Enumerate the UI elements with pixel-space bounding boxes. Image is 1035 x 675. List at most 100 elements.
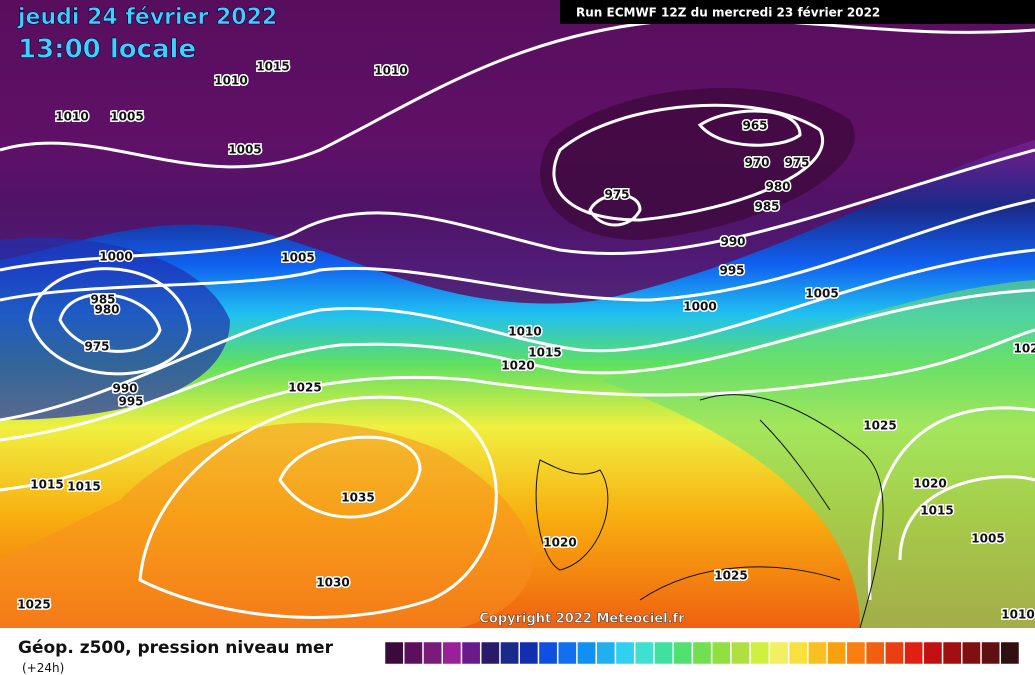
color-swatch (769, 642, 789, 665)
date-label: jeudi 24 février 2022 (17, 5, 277, 30)
coastlines (535, 394, 884, 628)
isobar-label: 1025 (17, 598, 50, 612)
isobar-label: 1035 (341, 491, 374, 505)
color-swatch (731, 642, 750, 665)
isobar (898, 475, 1035, 561)
weather-map: Run ECMWF 12Z du mercredi 23 février 202… (0, 0, 1035, 628)
isobar (0, 328, 1035, 492)
color-swatch (808, 642, 827, 665)
isobar-label: 1025 (288, 381, 321, 395)
color-swatch (827, 642, 847, 665)
color-swatch (1000, 642, 1020, 665)
isobar-label: 1025 (714, 569, 747, 583)
color-swatch (942, 642, 962, 665)
color-swatch (673, 642, 693, 665)
isobar-label: 1025 (863, 419, 896, 433)
orange-area (0, 422, 533, 628)
isobar-label: 985 (754, 200, 779, 214)
color-swatch (711, 642, 731, 665)
isobar-label: 1015 (528, 346, 561, 360)
isobar-label: 102 (1013, 342, 1035, 356)
isobar (0, 248, 1035, 422)
color-swatch (654, 642, 673, 665)
isobar (138, 395, 498, 619)
legend-title: Géop. z500, pression niveau mer (18, 638, 333, 658)
isobar-label: 1005 (805, 287, 838, 301)
color-swatch (865, 642, 885, 665)
color-swatch (904, 642, 924, 665)
isobar-label: 1010 (55, 110, 88, 124)
isobar-label: 1010 (214, 74, 247, 88)
color-swatch (538, 642, 558, 665)
isobar (278, 435, 422, 519)
isobar-label: 1015 (67, 480, 100, 494)
isobar-label: 995 (719, 264, 744, 278)
color-swatch (557, 642, 577, 665)
coastline (759, 419, 831, 511)
run-info: Run ECMWF 12Z du mercredi 23 février 202… (576, 6, 880, 20)
color-swatch (634, 642, 654, 665)
isobar (0, 288, 1035, 442)
isobar (697, 109, 802, 147)
copyright: Copyright 2022 Meteociel.fr (479, 612, 685, 627)
isobar-label: 1005 (971, 532, 1004, 546)
color-swatch (923, 642, 943, 665)
isobar-label: 970 (744, 156, 769, 170)
isobar (0, 198, 1035, 302)
color-swatch (480, 642, 500, 665)
isobar-label: 1030 (316, 576, 349, 590)
isobar-label: 975 (604, 188, 629, 202)
isobar-label: 975 (784, 156, 809, 170)
coastline (535, 459, 609, 571)
color-swatch (692, 642, 712, 665)
coastline (639, 566, 841, 601)
isobar-label: 1000 (683, 300, 716, 314)
color-swatch (461, 642, 481, 665)
color-swatch (500, 642, 519, 665)
isobar-label: 975 (84, 340, 109, 354)
isobar (58, 293, 162, 353)
color-swatch (385, 642, 404, 665)
color-swatch (788, 642, 808, 665)
isobar (867, 406, 1035, 601)
isobar-label: 1020 (543, 536, 576, 550)
isobar-label: 1015 (920, 504, 953, 518)
isobar (28, 267, 192, 376)
color-swatch (403, 642, 423, 665)
isobar-label: 990 (720, 235, 745, 249)
coastline (699, 394, 884, 628)
color-swatch (885, 642, 904, 665)
time-label: 13:00 locale (18, 35, 196, 65)
color-scale (385, 642, 1020, 665)
isobar-label: 1010 (508, 325, 541, 339)
isobar-label: 965 (742, 119, 767, 133)
legend-subtitle: (+24h) (22, 661, 65, 675)
isobar-label: 980 (765, 180, 790, 194)
isobar-label: 980 (94, 303, 119, 317)
isobar (588, 193, 642, 227)
color-swatch (615, 642, 635, 665)
isobars (0, 17, 1035, 619)
color-swatch (846, 642, 866, 665)
color-swatch (981, 642, 1001, 665)
isobar-label: 1005 (110, 110, 143, 124)
isobar-label: 985 (90, 293, 115, 307)
isobar-label: 1010 (1001, 608, 1034, 622)
isobar-label: 1000 (99, 250, 132, 264)
low-west (0, 237, 230, 420)
isobar-label: 1010 (374, 64, 407, 78)
color-swatch (962, 642, 981, 665)
isobar (0, 148, 1035, 272)
isobar (552, 103, 824, 222)
low-center (540, 87, 855, 240)
run-banner (560, 0, 1035, 24)
color-swatch (750, 642, 770, 665)
color-swatch (442, 642, 462, 665)
color-swatch (577, 642, 596, 665)
isobar-label: 1020 (501, 359, 534, 373)
color-swatch (596, 642, 616, 665)
color-swatch (423, 642, 442, 665)
isobar (0, 17, 1035, 169)
